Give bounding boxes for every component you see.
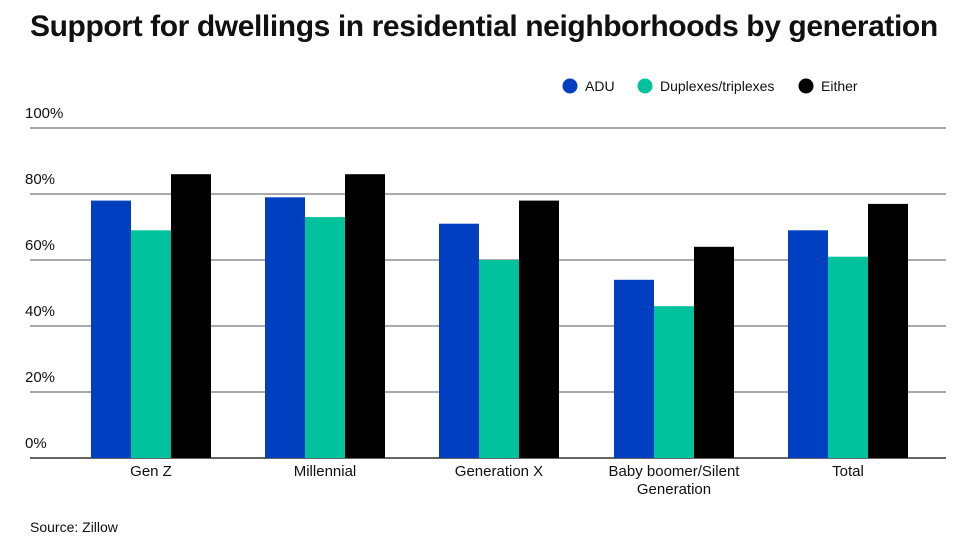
bar-either-2 [519,200,559,458]
y-tick-label: 80% [25,171,55,188]
x-category-label: Gen Z [130,463,172,480]
chart-title: Support for dwellings in residential nei… [30,10,938,43]
x-category-label: Generation [637,481,711,498]
x-category-label: Generation X [455,463,543,480]
y-tick-label: 0% [25,435,47,452]
x-category-label: Total [832,463,864,480]
bar-adu-2 [439,223,479,458]
legend-label: ADU [585,78,615,94]
y-tick-label: 60% [25,237,55,254]
bar-either-4 [868,203,908,458]
bar-adu-0 [91,200,131,458]
legend: ADU Duplexes/triplexes Either [562,78,858,94]
bar-adu-1 [265,197,305,459]
bar-duplexes-triplexes-3 [654,306,694,458]
bar-either-1 [345,174,385,458]
y-tick-label: 40% [25,303,55,320]
legend-marker-either [798,78,814,94]
y-tick-label: 100% [25,105,63,122]
source-note: Source: Zillow [30,519,118,535]
bar-duplexes-triplexes-1 [305,217,345,458]
bars [91,174,908,459]
y-axis-ticks: 0% 20% 40% 60% 80% 100% [25,105,63,452]
bar-either-0 [171,174,211,458]
bar-adu-3 [614,279,654,458]
x-axis-labels: Gen Z Millennial Generation X Baby boomer/S… [130,463,864,498]
legend-label: Duplexes/triplexes [660,78,774,94]
y-tick-label: 20% [25,369,55,386]
x-category-label: Baby boomer/Silent [609,463,741,480]
bar-duplexes-triplexes-4 [828,256,868,458]
x-category-label: Millennial [294,463,357,480]
legend-marker-duplexes-triplexes [637,78,653,94]
bar-duplexes-triplexes-2 [479,260,519,458]
bar-adu-4 [788,230,828,458]
bar-either-3 [694,246,734,458]
legend-marker-adu [562,78,578,94]
legend-label: Either [821,78,858,94]
bar-duplexes-triplexes-0 [131,230,171,458]
